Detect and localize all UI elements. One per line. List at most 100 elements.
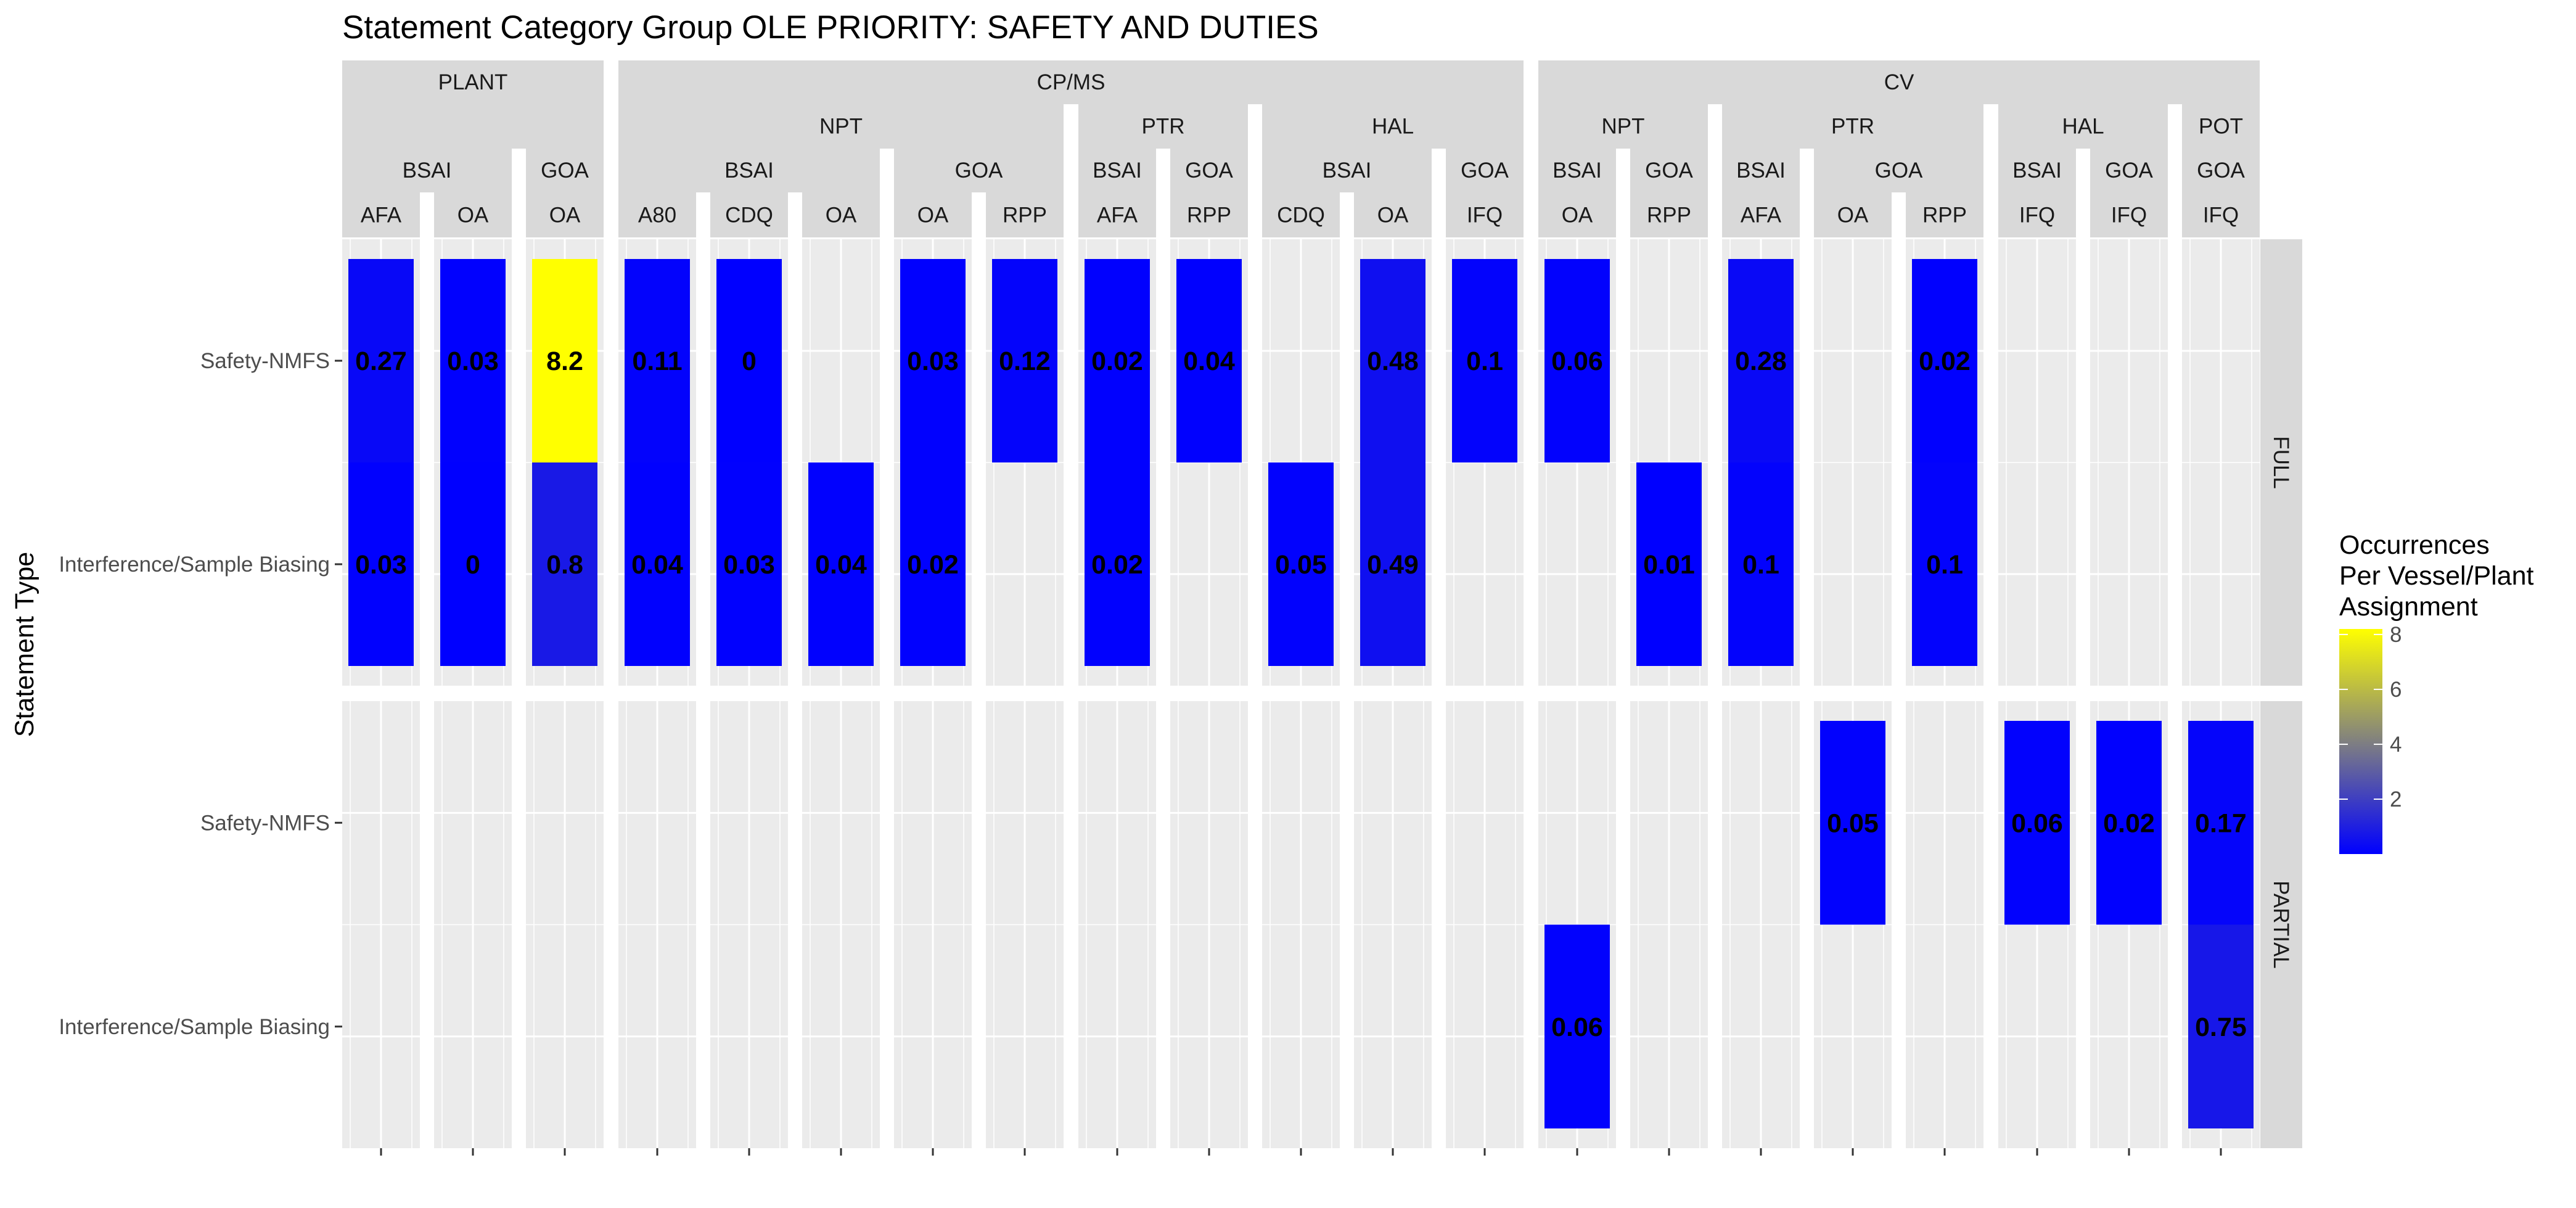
strip-gap xyxy=(2076,149,2090,237)
strip-label-level4: OA xyxy=(457,203,489,228)
heatmap-tile xyxy=(625,259,690,462)
heatmap-tile xyxy=(2188,721,2254,925)
strip-gap xyxy=(1432,149,1446,237)
heatmap-tile xyxy=(716,259,782,462)
tile-value-label: 0.02 xyxy=(1091,550,1143,580)
heatmap-tile xyxy=(1636,462,1702,666)
strip-gap xyxy=(880,149,894,237)
legend-title-line: Occurrences xyxy=(2339,530,2490,560)
strip-label-level4: OA xyxy=(1562,203,1593,228)
strip-label-level4: RPP xyxy=(1647,203,1691,228)
heatmap-tile xyxy=(1085,259,1150,462)
tile-value-label: 0.1 xyxy=(1742,550,1779,580)
y-axis-title: Statement Type xyxy=(10,552,39,737)
strip-label-level3: BSAI xyxy=(1323,158,1372,183)
tile-value-label: 0.12 xyxy=(999,347,1051,376)
heatmap-tile xyxy=(440,259,506,462)
strip-label-level1: CV xyxy=(1884,70,1914,94)
heatmap-tile xyxy=(1912,462,1977,666)
legend-tick-label: 4 xyxy=(2390,733,2402,757)
strip-label-level4: RPP xyxy=(1003,203,1047,228)
y-tick-label: Safety-NMFS xyxy=(200,811,330,835)
tile-value-label: 0.1 xyxy=(1466,347,1503,376)
row-strip-label: FULL xyxy=(2269,436,2293,489)
legend-colorbar xyxy=(2339,629,2382,854)
tile-value-label: 0.02 xyxy=(2103,808,2155,838)
heatmap-tile xyxy=(348,259,414,462)
tile-value-label: 0.06 xyxy=(1551,347,1603,376)
strip-label-level3: GOA xyxy=(541,158,589,183)
x-axis-ticks xyxy=(380,1148,2222,1156)
strip-gap xyxy=(1248,104,1262,237)
legend-tick-label: 6 xyxy=(2390,678,2402,702)
y-axis: Safety-NMFS Interference/Sample Biasing Sa… xyxy=(59,349,342,1039)
strip-label-level4: AFA xyxy=(1097,203,1138,228)
strip-gap xyxy=(1800,149,1814,237)
strip-label-level2: PTR xyxy=(1142,115,1185,139)
strip-gap xyxy=(696,192,710,237)
row-facet-strips: FULL PARTIAL xyxy=(2260,239,2302,1148)
heatmap-tile xyxy=(1544,924,1610,1128)
heatmap-tile xyxy=(2004,721,2070,925)
heatmap-tile xyxy=(1176,259,1242,462)
facet-panels: 0.27 0.03 0.03 0 8.2 0.8 0.11 0.04 0 0.03 0.04 0.03… xyxy=(342,239,2260,1148)
heatmap-tile xyxy=(1728,259,1794,462)
row-strip-bg xyxy=(2260,239,2302,686)
tile-value-label: 0.02 xyxy=(1091,347,1143,376)
strip-label-level4: OA xyxy=(549,203,581,228)
strip-label-level2: HAL xyxy=(2062,115,2104,139)
tile-value-label: 0.04 xyxy=(631,550,683,580)
tile-value-label: 0.05 xyxy=(1827,808,1879,838)
strip-label-level4: OA xyxy=(1837,203,1869,228)
heatmap-tile xyxy=(440,462,506,666)
heatmap-tile xyxy=(1452,259,1517,462)
tile-value-label: 0.03 xyxy=(907,347,959,376)
strip-label-level4: OA xyxy=(917,203,949,228)
strip-label-level4: AFA xyxy=(1741,203,1782,228)
strip-gap xyxy=(1892,192,1906,237)
strip-label-level3: GOA xyxy=(1645,158,1693,183)
tile-value-label: 0.02 xyxy=(907,550,959,580)
tile-value-label: 0.27 xyxy=(355,347,407,376)
strip-gap xyxy=(1708,104,1722,237)
strip-label-level4: OA xyxy=(1377,203,1409,228)
strip-gap xyxy=(420,192,434,237)
heatmap-tile xyxy=(1912,259,1977,462)
strip-label-level2: PTR xyxy=(1831,115,1874,139)
tile-value-label: 0.04 xyxy=(1183,347,1235,376)
strip-label-level4: IFQ xyxy=(1467,203,1503,228)
strip-label-level3: BSAI xyxy=(2012,158,2062,183)
strip-label-level4: AFA xyxy=(361,203,402,228)
strip-label-level4: CDQ xyxy=(1277,203,1325,228)
strip-label-level3: GOA xyxy=(1185,158,1233,183)
facet-strips: PLANT CP/MS CV NPT PTR HAL NPT PTR HAL POT BSAI GOA… xyxy=(342,60,2260,237)
strip-group-bg xyxy=(342,60,604,237)
tile-value-label: 0.01 xyxy=(1643,550,1695,580)
strip-label-level3: GOA xyxy=(1461,158,1509,183)
heatmap-tile xyxy=(1544,259,1610,462)
tile-value-label: 8.2 xyxy=(546,347,583,376)
strip-gap xyxy=(1156,149,1170,237)
strip-gap xyxy=(972,192,986,237)
heatmap-tile xyxy=(900,462,966,666)
strip-gap xyxy=(512,149,526,237)
tile-value-label: 0.04 xyxy=(815,550,867,580)
strip-gap xyxy=(1064,104,1078,237)
tile-value-label: 0.06 xyxy=(2011,808,2063,838)
heatmap-tile xyxy=(716,462,782,666)
strip-label-level1: CP/MS xyxy=(1037,70,1105,94)
tile-value-label: 0.03 xyxy=(355,550,407,580)
strip-label-level3: GOA xyxy=(1875,158,1923,183)
y-tick-label: Safety-NMFS xyxy=(200,349,330,373)
strip-label-level4: IFQ xyxy=(2019,203,2055,228)
strip-label-level2: NPT xyxy=(1602,115,1645,139)
heatmap-tile xyxy=(2188,924,2254,1128)
tile-value-label: 0.17 xyxy=(2195,808,2247,838)
y-tick-label: Interference/Sample Biasing xyxy=(59,1015,330,1039)
strip-label-level3: GOA xyxy=(2197,158,2245,183)
strip-label-level3: BSAI xyxy=(724,158,774,183)
tile-value-label: 0.49 xyxy=(1367,550,1419,580)
heatmap-tile xyxy=(1360,462,1425,666)
tile-value-label: 0.48 xyxy=(1367,347,1419,376)
tile-value-label: 0.75 xyxy=(2195,1013,2247,1042)
